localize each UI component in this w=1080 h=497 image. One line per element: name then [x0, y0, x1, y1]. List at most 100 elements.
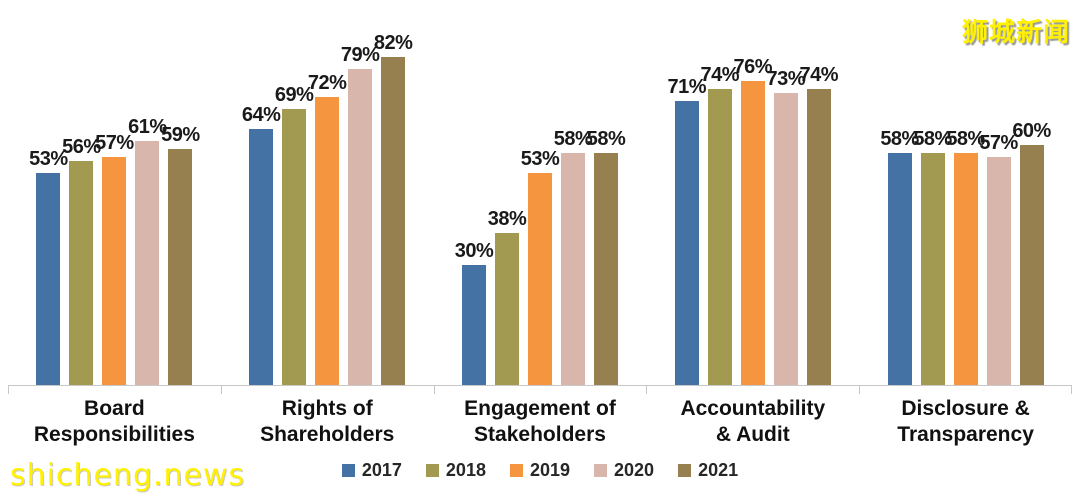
bar-2018	[282, 109, 307, 385]
bar-2020	[560, 153, 585, 385]
legend-label: 2017	[361, 460, 402, 480]
legend-swatch-icon	[341, 464, 355, 477]
bar-value-label: 73%	[766, 68, 806, 90]
bar-with-label: 58%	[946, 128, 985, 385]
chart-legend: 2017 2018 2019 2020 2021	[0, 460, 1080, 481]
category-label: Rights of Shareholders	[260, 397, 395, 446]
bar-2017	[674, 101, 699, 385]
legend-item-2017: 2017	[341, 460, 402, 481]
bar-with-label: 74%	[701, 64, 740, 385]
legend-swatch-icon	[678, 464, 692, 477]
axis-tick	[8, 385, 9, 394]
plot-area: 53% 56% 57% 61% 59% 64% 69% 72% 79% 82% 30% 38% 53% 5…	[8, 0, 1072, 385]
bar-value-label: 69%	[274, 84, 314, 106]
legend-label: 2018	[445, 460, 486, 480]
bar-with-label: 57%	[979, 132, 1018, 385]
bar-2018	[69, 161, 94, 385]
bar-2019	[740, 81, 765, 385]
bar-value-label: 61%	[128, 116, 167, 138]
legend-label: 2019	[529, 460, 571, 480]
axis-tick	[220, 385, 222, 394]
bar-2021	[1019, 145, 1044, 385]
bar-2020	[773, 93, 798, 385]
bar-with-label: 69%	[275, 84, 314, 385]
bar-with-label: 30%	[455, 240, 494, 385]
bar-value-label: 79%	[340, 44, 380, 66]
bar-2019	[953, 153, 978, 385]
bar-2019	[527, 173, 552, 385]
bar-2020	[135, 141, 160, 385]
bar-value-label: 64%	[241, 104, 281, 126]
watermark-site-url: shicheng.news	[10, 458, 246, 493]
bar-value-label: 38%	[487, 208, 527, 230]
bar-value-label: 74%	[700, 64, 740, 86]
bar-value-label: 53%	[520, 148, 560, 170]
bar-value-label: 30%	[454, 240, 494, 262]
bar-with-label: 74%	[800, 64, 839, 385]
category-label: Engagement of Stakeholders	[464, 397, 616, 446]
bar-with-label: 57%	[95, 132, 134, 385]
category-label: Board Responsibilities	[33, 397, 195, 446]
bar-2021	[168, 149, 193, 385]
bar-value-label: 53%	[29, 148, 68, 170]
x-axis-ticks	[8, 385, 1072, 394]
bar-2018	[920, 153, 945, 385]
bar-2017	[249, 129, 274, 385]
bar-2021	[381, 57, 406, 385]
bar-value-label: 60%	[1012, 120, 1051, 142]
legend-item-2019: 2019	[509, 460, 571, 481]
bar-group: 53% 56% 57% 61% 59%	[8, 0, 221, 385]
bar-with-label: 58%	[587, 128, 626, 385]
bar-groups: 53% 56% 57% 61% 59% 64% 69% 72% 79% 82% 30% 38% 53% 5…	[8, 0, 1072, 385]
bar-with-label: 58%	[554, 128, 593, 385]
bar-with-label: 56%	[62, 136, 101, 385]
bar-2019	[315, 97, 340, 385]
category-labels-row: Board Responsibilities Rights of Sharehol…	[8, 396, 1072, 448]
bar-with-label: 53%	[29, 148, 68, 385]
bar-value-label: 76%	[733, 56, 773, 78]
bar-with-label: 58%	[913, 128, 952, 385]
axis-tick	[859, 385, 861, 394]
legend-item-2021: 2021	[678, 460, 738, 481]
bar-group: 71% 74% 76% 73% 74%	[646, 0, 859, 385]
bar-group: 30% 38% 53% 58% 58%	[434, 0, 647, 385]
legend-label: 2020	[614, 460, 655, 480]
bar-value-label: 82%	[373, 32, 413, 54]
bar-2018	[494, 233, 519, 385]
legend-label: 2021	[698, 460, 739, 480]
bar-value-label: 56%	[62, 136, 101, 158]
bar-with-label: 82%	[374, 32, 413, 385]
bar-group: 64% 69% 72% 79% 82%	[221, 0, 434, 385]
category-label: Disclosure & Transparency	[897, 397, 1034, 446]
bar-value-label: 74%	[799, 64, 839, 86]
legend-item-2020: 2020	[594, 460, 654, 481]
bar-with-label: 76%	[734, 56, 773, 385]
bar-2019	[102, 157, 127, 385]
bar-value-label: 58%	[553, 128, 593, 150]
bar-with-label: 64%	[242, 104, 281, 385]
legend-swatch-icon	[425, 464, 439, 477]
bar-with-label: 38%	[488, 208, 527, 385]
bar-value-label: 57%	[979, 132, 1018, 154]
bar-with-label: 60%	[1012, 120, 1051, 385]
bar-2017	[36, 173, 61, 385]
bar-with-label: 71%	[668, 76, 707, 385]
bar-with-label: 59%	[161, 124, 200, 385]
bar-with-label: 61%	[128, 116, 167, 385]
bar-value-label: 58%	[586, 128, 626, 150]
category-label: Accountability & Audit	[680, 397, 826, 446]
bar-value-label: 72%	[307, 72, 347, 94]
bar-2018	[707, 89, 732, 385]
bar-with-label: 79%	[341, 44, 380, 385]
bar-with-label: 73%	[767, 68, 806, 385]
bar-value-label: 71%	[667, 76, 707, 98]
watermark-logo-text: 狮城新闻	[961, 17, 1070, 47]
x-axis-line	[8, 385, 1072, 386]
axis-tick	[646, 385, 648, 394]
bar-value-label: 58%	[880, 128, 919, 150]
bar-2020	[348, 69, 373, 385]
axis-tick	[433, 385, 435, 394]
axis-tick	[1071, 385, 1072, 394]
bar-2021	[593, 153, 618, 385]
